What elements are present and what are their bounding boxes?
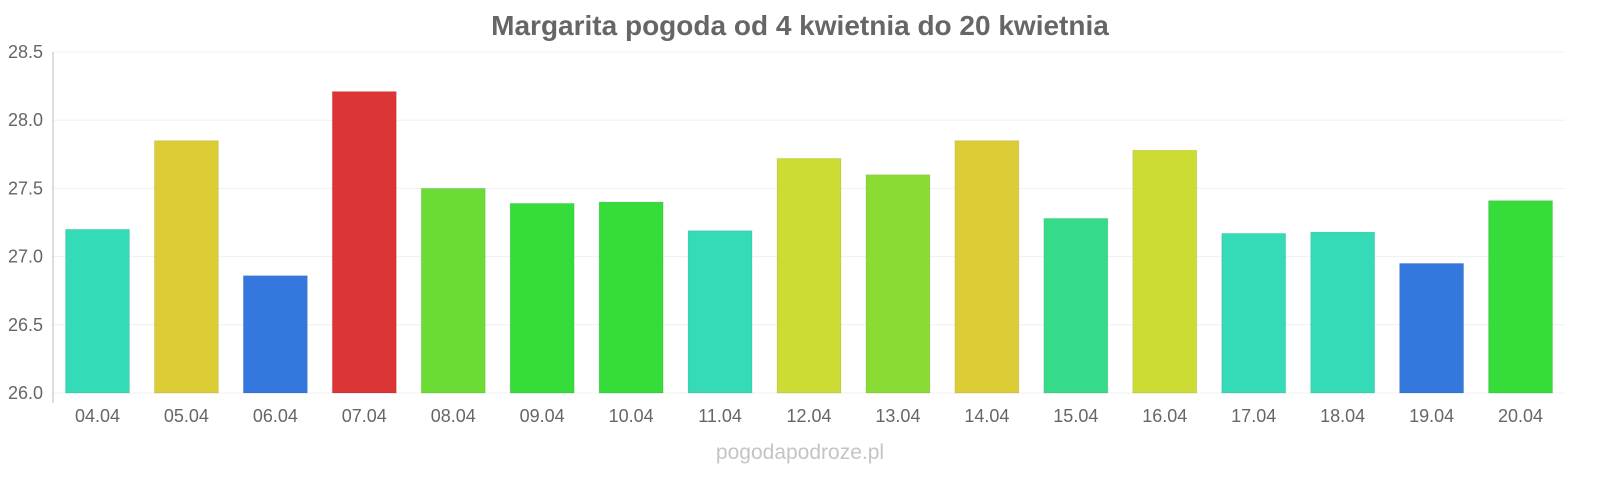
y-tick-label: 26.5 (8, 315, 43, 335)
bar (420, 187, 486, 394)
x-tick-label: 08.04 (431, 406, 476, 426)
bar (64, 228, 130, 394)
bar (865, 174, 931, 394)
x-tick-label: 07.04 (342, 406, 387, 426)
x-tick-label: 19.04 (1409, 406, 1454, 426)
bar (1399, 262, 1465, 394)
x-tick-label: 15.04 (1053, 406, 1098, 426)
y-tick-label: 27.5 (8, 178, 43, 198)
x-tick-label: 11.04 (698, 406, 742, 426)
bar (1488, 200, 1554, 394)
x-tick-label: 13.04 (875, 406, 920, 426)
bar (1132, 149, 1198, 394)
bar (776, 157, 842, 394)
x-tick-label: 04.04 (75, 406, 120, 426)
x-tick-label: 06.04 (253, 406, 298, 426)
x-tick-label: 16.04 (1142, 406, 1187, 426)
x-tick-label: 05.04 (164, 406, 209, 426)
bar (1043, 217, 1109, 394)
y-tick-label: 28.5 (8, 42, 43, 62)
bar (1310, 231, 1376, 394)
bar (242, 275, 308, 394)
y-tick-label: 28.0 (8, 110, 43, 130)
x-tick-label: 20.04 (1498, 406, 1543, 426)
chart-title: Margarita pogoda od 4 kwietnia do 20 kwi… (491, 10, 1109, 41)
bar (598, 201, 664, 394)
x-tick-label: 17.04 (1231, 406, 1276, 426)
bar (331, 91, 397, 394)
x-tick-label: 12.04 (786, 406, 831, 426)
bar (153, 140, 219, 394)
x-tick-label: 14.04 (964, 406, 1009, 426)
x-tick-label: 18.04 (1320, 406, 1365, 426)
watermark: pogodapodroze.pl (715, 441, 885, 464)
bar (954, 140, 1020, 394)
y-tick-label: 26.0 (8, 383, 43, 403)
x-tick-label: 10.04 (609, 406, 654, 426)
bar (687, 230, 753, 394)
x-tick-label: 09.04 (520, 406, 565, 426)
y-tick-label: 27.0 (8, 247, 43, 267)
bar (1221, 232, 1287, 394)
bar (509, 202, 575, 394)
